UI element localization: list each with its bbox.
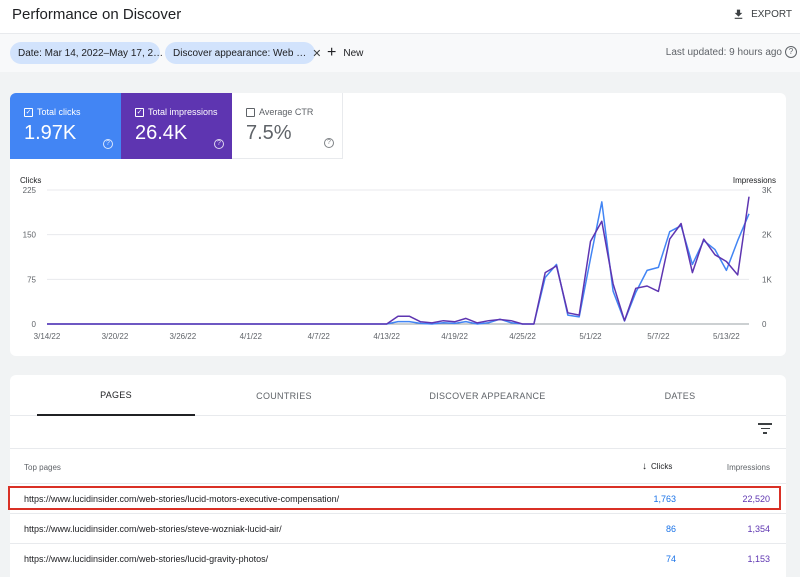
performance-line-chart: Clicks Impressions 225 3K 150 2K 75 1K 0 0 3/14…	[20, 176, 776, 341]
y-right-tick-label: 0	[762, 320, 767, 329]
x-tick-label: 5/13/22	[713, 332, 740, 341]
metric-total-impressions[interactable]: ✓ Total impressions 26.4K ?	[121, 93, 232, 159]
y-left-tick-label: 0	[32, 320, 37, 329]
metric-impressions-label: Total impressions	[148, 107, 218, 117]
y-left-tick-label: 75	[27, 275, 36, 284]
page-title: Performance on Discover	[12, 6, 182, 23]
filter-rows-icon[interactable]	[758, 423, 772, 435]
row-impressions: 22,520	[742, 494, 770, 504]
page-header: Performance on Discover EXPORT	[0, 0, 800, 34]
y-right-tick-label: 2K	[762, 231, 772, 240]
date-filter-chip[interactable]: Date: Mar 14, 2022–May 17, 2… ✎	[10, 42, 178, 64]
new-filter-label: New	[343, 47, 364, 59]
performance-chart-card: ✓ Total clicks 1.97K ? ✓ Total impressio…	[10, 93, 786, 356]
row-clicks: 74	[665, 554, 676, 564]
checkbox-unchecked-icon[interactable]	[246, 107, 255, 117]
x-tick-label: 3/20/22	[102, 332, 129, 341]
column-header-impressions[interactable]: Impressions	[726, 463, 770, 472]
close-icon[interactable]: ✕	[312, 47, 322, 60]
column-header-clicks-label: Clicks	[651, 462, 673, 471]
table-header: Top pages ↓ Clicks Impressions	[10, 448, 786, 484]
table-row[interactable]: https://www.lucidinsider.com/web-stories…	[10, 513, 786, 543]
metric-ctr-header: Average CTR	[246, 107, 313, 117]
date-filter-label: Date: Mar 14, 2022–May 17, 2…	[18, 47, 164, 59]
help-icon[interactable]: ?	[103, 139, 113, 149]
y-axis-left-label: Clicks	[20, 176, 41, 185]
x-tick-label: 3/26/22	[170, 332, 197, 341]
table-row[interactable]: https://www.lucidinsider.com/web-stories…	[10, 543, 786, 573]
help-icon[interactable]: ?	[785, 46, 797, 58]
x-tick-label: 4/25/22	[509, 332, 536, 341]
metric-impressions-header: ✓ Total impressions	[135, 107, 218, 117]
appearance-filter-chip[interactable]: Discover appearance: Web … ✕	[165, 42, 321, 64]
new-filter-button[interactable]: + New	[327, 42, 363, 64]
table-row[interactable]: https://www.lucidinsider.com/web-stories…	[10, 483, 786, 513]
y-left-tick-label: 150	[23, 231, 37, 240]
y-axis-right-label: Impressions	[733, 176, 776, 185]
top-pages-card: PAGES COUNTRIES DISCOVER APPEARANCE DATE…	[10, 375, 786, 577]
dimension-tabs: PAGES COUNTRIES DISCOVER APPEARANCE DATE…	[10, 375, 786, 416]
help-icon[interactable]: ?	[214, 139, 224, 149]
x-tick-label: 4/7/22	[308, 332, 331, 341]
metric-ctr-label: Average CTR	[259, 107, 314, 117]
metric-impressions-value: 26.4K	[135, 122, 188, 144]
x-tick-label: 4/1/22	[240, 332, 263, 341]
metric-clicks-label: Total clicks	[37, 107, 81, 117]
y-right-tick-label: 3K	[762, 186, 772, 195]
y-right-tick-label: 1K	[762, 275, 772, 284]
tab-countries[interactable]: COUNTRIES	[256, 390, 312, 401]
metric-clicks-value: 1.97K	[24, 122, 77, 144]
export-label: EXPORT	[751, 8, 792, 20]
row-url: https://www.lucidinsider.com/web-stories…	[24, 524, 282, 534]
row-clicks: 1,763	[653, 494, 676, 504]
last-updated-text: Last updated: 9 hours ago	[665, 47, 782, 58]
x-tick-label: 5/1/22	[579, 332, 602, 341]
series-line-clicks	[47, 201, 750, 325]
filter-bar: Date: Mar 14, 2022–May 17, 2… ✎ Discover…	[0, 34, 800, 72]
metric-ctr-value: 7.5%	[246, 122, 292, 144]
row-clicks: 86	[665, 524, 676, 534]
export-button[interactable]: EXPORT	[732, 4, 792, 24]
x-tick-label: 5/7/22	[647, 332, 670, 341]
download-icon	[734, 9, 743, 19]
appearance-filter-label: Discover appearance: Web …	[173, 47, 307, 59]
row-url: https://www.lucidinsider.com/web-stories…	[24, 554, 269, 564]
checkbox-checked-icon[interactable]: ✓	[24, 107, 33, 117]
checkbox-checked-icon[interactable]: ✓	[135, 107, 144, 117]
row-impressions: 1,153	[747, 554, 770, 564]
metric-average-ctr[interactable]: Average CTR 7.5% ?	[232, 93, 343, 159]
tab-discover-appearance[interactable]: DISCOVER APPEARANCE	[429, 390, 546, 401]
tab-pages[interactable]: PAGES	[37, 375, 195, 416]
plus-icon: +	[327, 44, 337, 61]
x-tick-label: 3/14/22	[34, 332, 61, 341]
y-left-tick-label: 225	[23, 186, 37, 195]
arrow-down-icon: ↓	[642, 461, 647, 472]
metric-total-clicks[interactable]: ✓ Total clicks 1.97K ?	[10, 93, 121, 159]
x-tick-label: 4/19/22	[441, 332, 468, 341]
column-header-clicks[interactable]: ↓ Clicks	[642, 461, 672, 472]
series-line-impressions	[47, 196, 750, 325]
x-tick-label: 4/13/22	[373, 332, 400, 341]
row-impressions: 1,354	[747, 524, 770, 534]
column-header-pages: Top pages	[24, 463, 61, 472]
tab-dates[interactable]: DATES	[664, 390, 696, 401]
help-icon[interactable]: ?	[324, 138, 334, 148]
metric-clicks-header: ✓ Total clicks	[24, 107, 81, 117]
row-url: https://www.lucidinsider.com/web-stories…	[24, 494, 340, 504]
